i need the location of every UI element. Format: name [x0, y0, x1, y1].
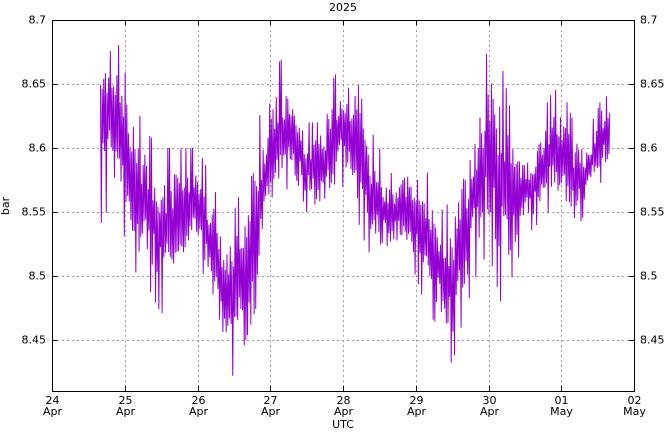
y-axis-label: bar [0, 196, 12, 215]
y-tick-label-right: 8.5 [640, 270, 658, 283]
y-tick-label-left: 8.65 [22, 78, 47, 91]
y-tick-label-left: 8.6 [29, 142, 47, 155]
x-tick-label-month: Apr [189, 405, 209, 418]
x-tick-label-day: 28 [337, 394, 351, 407]
y-tick-label-left: 8.45 [22, 334, 47, 347]
x-tick-label-day: 01 [555, 394, 569, 407]
y-tick-label-left: 8.5 [29, 270, 47, 283]
y-tick-label-right: 8.6 [640, 142, 658, 155]
x-axis-label: UTC [332, 418, 354, 431]
x-tick-label-day: 24 [46, 394, 60, 407]
x-tick-label-day: 26 [192, 394, 206, 407]
y-tick-label-right: 8.45 [640, 334, 664, 347]
y-tick-label-right: 8.7 [640, 14, 658, 27]
y-tick-label-left: 8.7 [29, 14, 47, 27]
x-tick-label-month: Apr [480, 405, 500, 418]
x-tick-label-day: 30 [483, 394, 497, 407]
x-tick-label-month: Apr [407, 405, 427, 418]
tick-labels: 8.45 8.45 8.5 8.5 8.55 8.55 8.6 8.6 8.65 8.65 8.7 8… [22, 14, 664, 419]
x-tick-label-month: Apr [334, 405, 354, 418]
y-tick-label-right: 8.65 [640, 78, 664, 91]
x-tick-label-day: 27 [264, 394, 278, 407]
axis-ticks [52, 20, 635, 391]
x-tick-label-month: May [550, 405, 573, 418]
x-tick-label-month: Apr [43, 405, 63, 418]
x-tick-label-day: 29 [410, 394, 424, 407]
x-tick-label-day: 25 [119, 394, 133, 407]
x-tick-label-month: May [623, 405, 646, 418]
x-tick-label-day: 02 [628, 394, 642, 407]
series-line [100, 45, 611, 376]
chart-title: 2025 [329, 1, 357, 14]
y-tick-label-left: 8.55 [22, 206, 47, 219]
series-trace [100, 45, 611, 376]
x-tick-label-month: Apr [116, 405, 136, 418]
y-tick-label-right: 8.55 [640, 206, 664, 219]
x-tick-label-month: Apr [261, 405, 281, 418]
